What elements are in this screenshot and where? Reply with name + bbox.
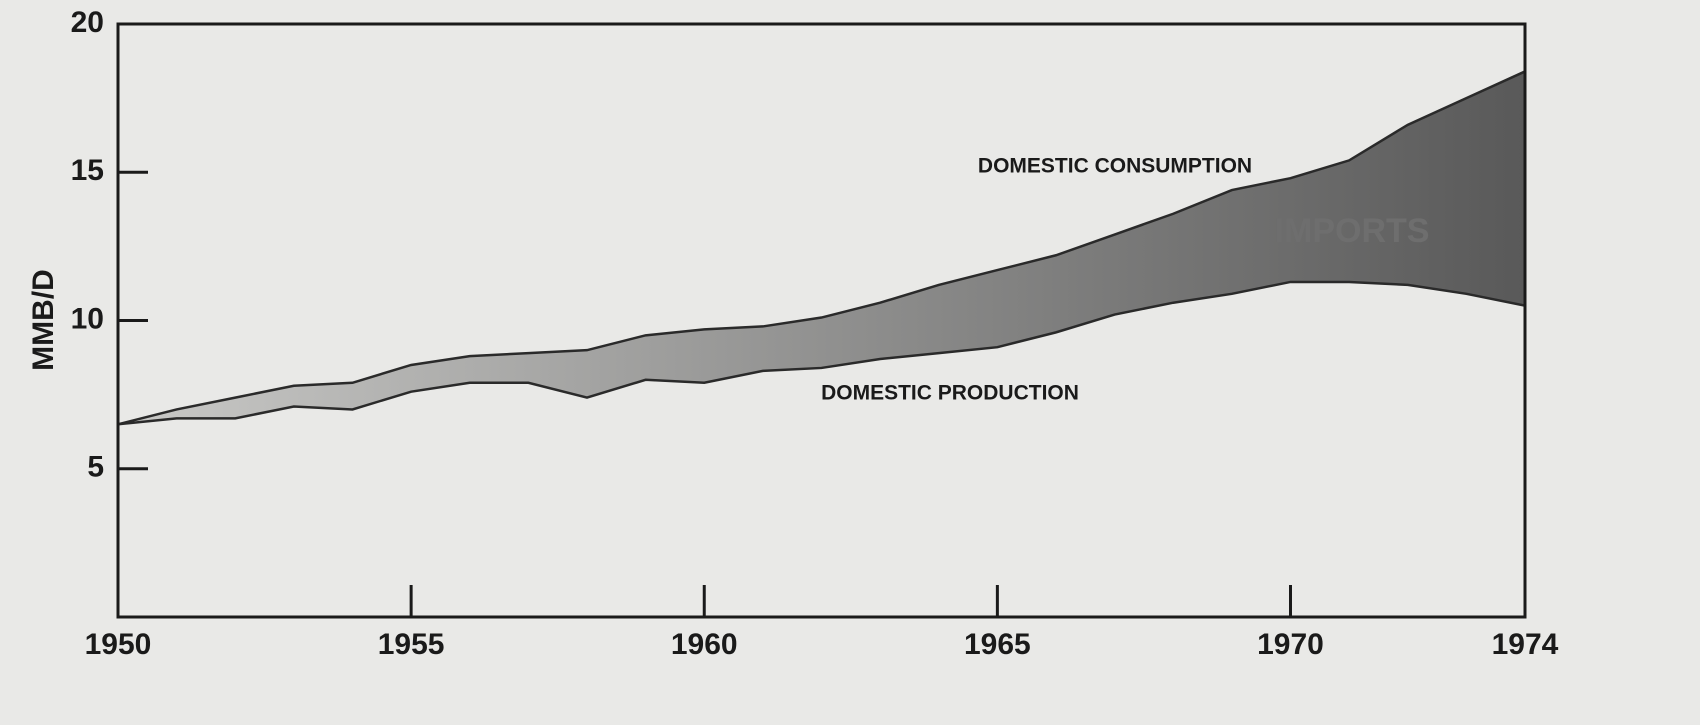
- imports-band: [118, 71, 1525, 425]
- x-tick-label: 1955: [378, 628, 445, 661]
- series-label: DOMESTIC CONSUMPTION: [978, 155, 1252, 178]
- x-tick-label: 1974: [1492, 628, 1559, 661]
- x-tick-label: 1960: [671, 628, 738, 661]
- series-line: [117, 70, 1526, 426]
- y-tick-label: 10: [71, 302, 104, 335]
- x-tick-label: 1950: [85, 628, 152, 661]
- x-tick-label: 1965: [964, 628, 1031, 661]
- y-tick-label: 20: [71, 6, 104, 39]
- x-tick-label: 1970: [1257, 628, 1324, 661]
- band-label: IMPORTS: [1275, 212, 1430, 250]
- series-label: DOMESTIC PRODUCTION: [821, 382, 1079, 405]
- y-tick-label: 5: [87, 451, 104, 484]
- y-axis-label: MMB/D: [27, 269, 60, 371]
- y-tick-label: 15: [71, 154, 104, 187]
- series-line: [117, 280, 1526, 426]
